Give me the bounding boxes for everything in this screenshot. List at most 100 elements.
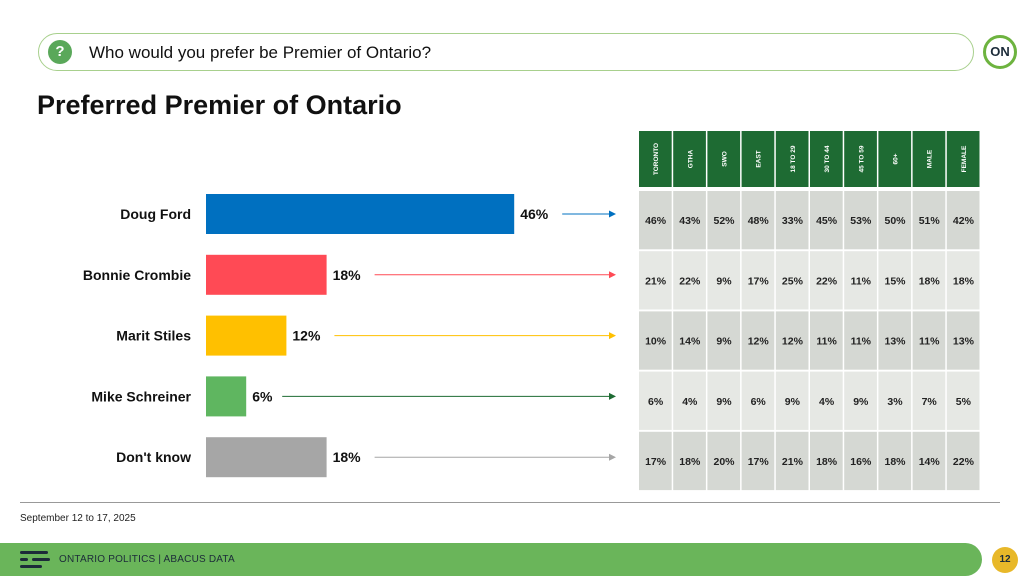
table-cell-value: 12%: [748, 336, 770, 348]
table-cell-value: 18%: [679, 456, 701, 468]
bar: [206, 315, 287, 356]
table-cell-value: 12%: [782, 336, 804, 348]
table-cell-value: 4%: [682, 396, 698, 408]
table-header-cell: [673, 131, 706, 187]
table-cell: [707, 191, 741, 250]
table-header-label: 30 TO 44: [824, 145, 831, 172]
table-cell-value: 9%: [716, 336, 732, 348]
table-cell-value: 22%: [953, 456, 975, 468]
table-cell: [673, 431, 706, 491]
footer-text: ONTARIO POLITICS | ABACUS DATA: [59, 554, 235, 565]
bar-category-label: Don't know: [116, 449, 191, 465]
table-cell: [673, 311, 706, 370]
table-header-label: MALE: [927, 149, 934, 168]
arrow-head: [609, 332, 616, 340]
table-cell: [946, 251, 980, 310]
table-header-label: FEMALE: [961, 145, 968, 172]
table-cell: [810, 251, 843, 310]
question-text: Who would you prefer be Premier of Ontar…: [89, 43, 432, 62]
table-cell: [878, 191, 912, 250]
on-logo: ON: [983, 35, 1017, 69]
table-cell-value: 48%: [748, 215, 770, 227]
bar-category-label: Doug Ford: [120, 206, 191, 222]
table-cell-value: 4%: [819, 396, 835, 408]
table-header-cell: [844, 131, 877, 187]
table-cell: [741, 251, 775, 310]
table-cell-value: 11%: [851, 336, 872, 348]
table-cell: [810, 371, 843, 430]
table-cell-value: 18%: [816, 456, 838, 468]
bar: [206, 437, 327, 478]
table-cell: [741, 191, 775, 250]
table-header-label: 18 TO 29: [790, 145, 797, 172]
table-cell: [741, 431, 775, 491]
table-cell: [639, 311, 672, 370]
table-header-label: 60+: [893, 153, 900, 164]
table-cell: [741, 311, 775, 370]
table-cell: [775, 311, 809, 370]
table-cell: [707, 371, 741, 430]
table-cell-value: 7%: [922, 396, 938, 408]
page-number: 12: [992, 547, 1018, 573]
table-cell: [673, 251, 706, 310]
table-cell: [946, 371, 980, 430]
table-cell-value: 9%: [716, 275, 732, 287]
bar-value-label: 6%: [252, 388, 273, 404]
table-cell-value: 51%: [919, 215, 941, 227]
table-cell-value: 25%: [782, 275, 804, 287]
table-cell-value: 21%: [782, 456, 804, 468]
table-cell-value: 6%: [751, 396, 767, 408]
table-header-cell: [741, 131, 775, 187]
table-cell-value: 22%: [816, 275, 838, 287]
table-cell: [946, 431, 980, 491]
arrow-head: [609, 210, 616, 218]
table-cell-value: 20%: [713, 456, 735, 468]
table-cell-value: 11%: [851, 275, 872, 287]
table-header-cell: [912, 131, 946, 187]
table-cell: [844, 311, 877, 370]
table-cell: [673, 191, 706, 250]
table-cell-value: 43%: [679, 215, 701, 227]
table-cell: [810, 431, 843, 491]
table-cell-value: 11%: [919, 336, 940, 348]
table-cell-value: 18%: [919, 275, 941, 287]
table-cell: [775, 251, 809, 310]
table-cell: [707, 431, 741, 491]
bar-value-label: 12%: [292, 328, 321, 344]
abacus-logo-icon: [20, 551, 52, 569]
table-cell-value: 15%: [884, 275, 906, 287]
bar-value-label: 18%: [333, 449, 362, 465]
table-cell: [844, 251, 877, 310]
table-header-label: 45 TO 59: [858, 145, 865, 172]
table-cell-value: 53%: [850, 215, 872, 227]
bar: [206, 254, 327, 295]
arrow-head: [609, 392, 616, 400]
bar: [206, 376, 247, 417]
arrow-head: [609, 271, 616, 279]
table-cell: [639, 251, 672, 310]
table-cell-value: 17%: [748, 456, 770, 468]
table-cell: [810, 311, 843, 370]
table-cell: [775, 431, 809, 491]
table-cell-value: 9%: [785, 396, 801, 408]
table-header-label: EAST: [756, 150, 763, 167]
table-header-cell: [878, 131, 912, 187]
table-cell: [707, 311, 741, 370]
bar-category-label: Mike Schreiner: [91, 388, 191, 404]
table-header-label: TORONTO: [653, 143, 660, 175]
table-cell: [912, 431, 946, 491]
table-cell: [639, 431, 672, 491]
table-header-cell: [775, 131, 809, 187]
table-cell-value: 46%: [645, 215, 667, 227]
table-cell-value: 14%: [679, 336, 701, 348]
table-cell: [878, 431, 912, 491]
table-cell: [741, 371, 775, 430]
table-header-label: GTHA: [687, 149, 694, 168]
table-cell: [844, 431, 877, 491]
bar: [206, 194, 515, 234]
table-cell: [775, 371, 809, 430]
table-cell: [912, 371, 946, 430]
table-header-cell: [810, 131, 843, 187]
divider: [20, 502, 1000, 503]
table-cell-value: 10%: [645, 336, 667, 348]
